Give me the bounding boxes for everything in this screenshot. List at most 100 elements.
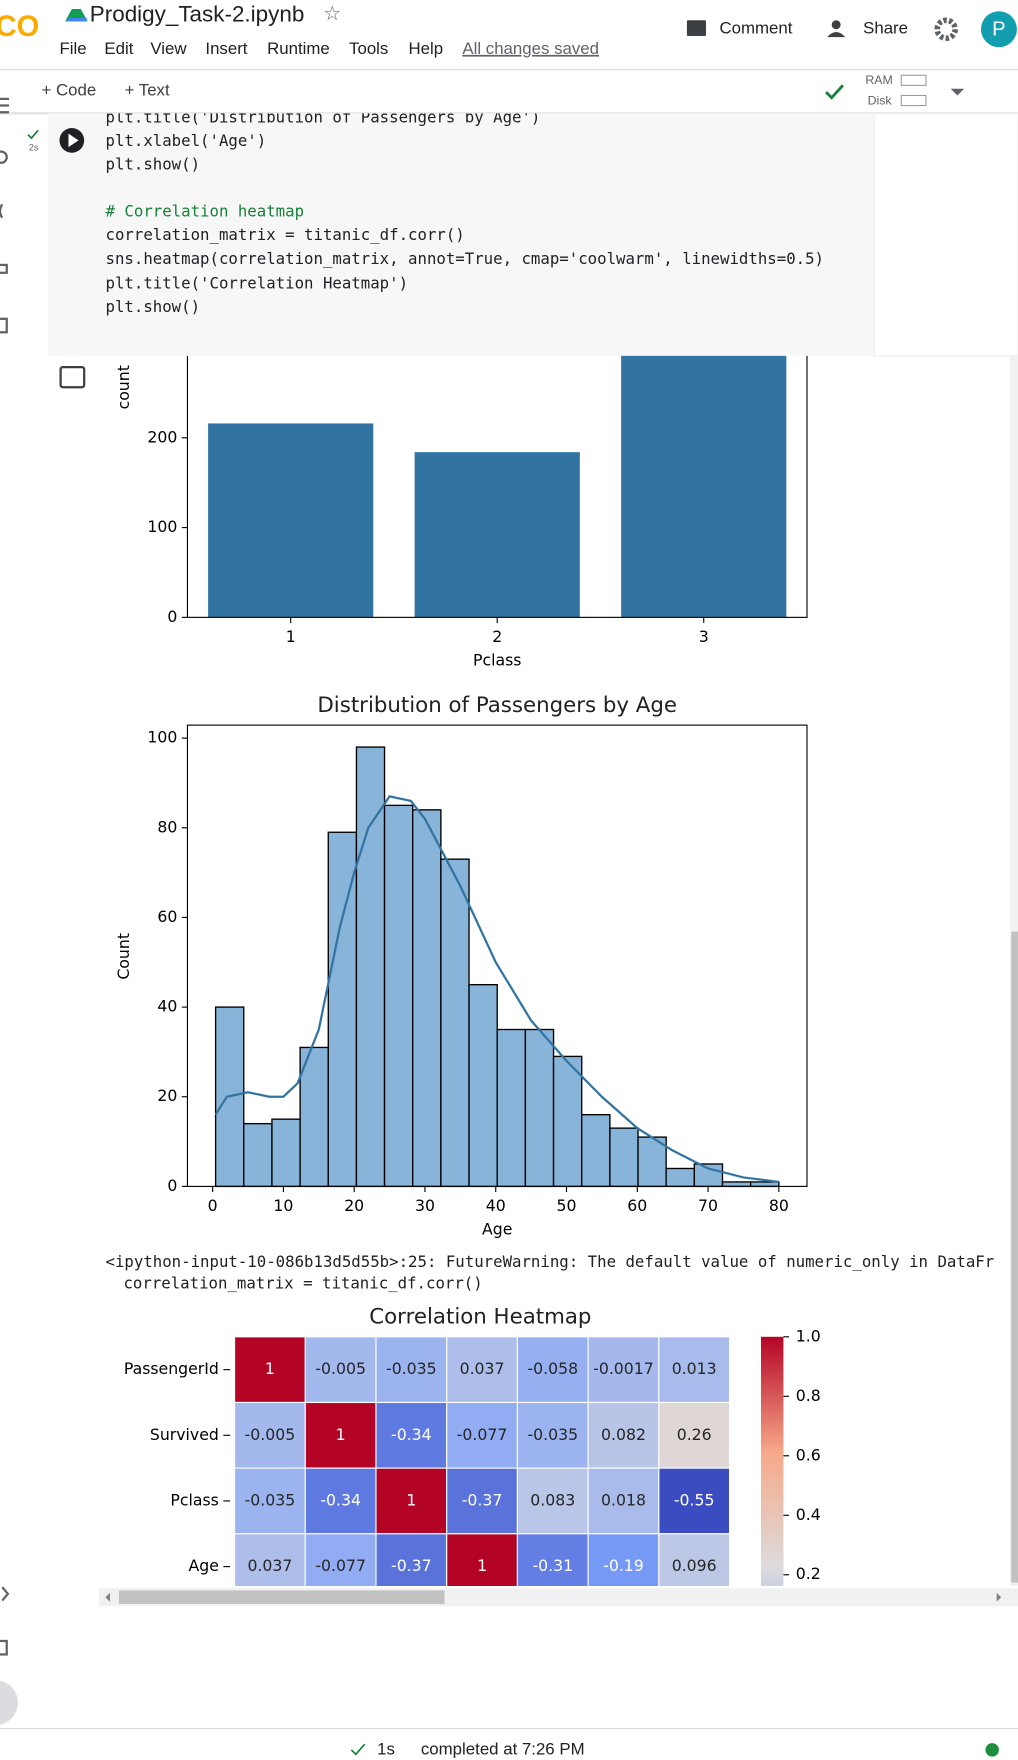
y-tick-label: 40: [157, 997, 177, 1016]
share-button[interactable]: Share: [863, 19, 908, 38]
cell-annotation: 0.26: [677, 1425, 712, 1444]
heatmap: Correlation Heatmap PassengerId 1 -0.005 -0.…: [124, 1305, 821, 1586]
notebook-title[interactable]: Prodigy_Task-2.ipynb: [90, 2, 305, 27]
row-label: PassengerId: [124, 1359, 219, 1378]
comment-button[interactable]: Comment: [719, 19, 792, 38]
y-tick-label: 0: [167, 607, 177, 626]
x-tick-label: 70: [698, 1196, 718, 1215]
star-icon[interactable]: ☆: [323, 3, 341, 25]
code-line: sns.heatmap(correlation_matrix, annot=Tr…: [106, 249, 825, 268]
histogram-bar: [271, 1118, 301, 1188]
x-axis-label: Age: [482, 1220, 512, 1239]
x-tick-label: 60: [627, 1196, 647, 1215]
terminal-icon[interactable]: [1, 1586, 10, 1602]
variables-icon[interactable]: [0, 203, 4, 219]
y-tick-label: 100: [147, 728, 177, 747]
menu-item[interactable]: Tools: [349, 39, 388, 58]
heatmap-cell: [446, 1401, 518, 1469]
cell-annotation: 0.037: [247, 1556, 292, 1575]
code-line: plt.show(): [106, 297, 201, 316]
row-label: Age: [188, 1556, 218, 1575]
cell-annotation: 0.083: [530, 1490, 575, 1509]
colorbar-tick-label: 1.0: [796, 1326, 821, 1345]
share-icon[interactable]: [831, 20, 841, 30]
heatmap-cell: [516, 1401, 589, 1469]
search-icon[interactable]: [0, 150, 8, 164]
heatmap-cell: [587, 1467, 660, 1535]
code-line: # Correlation heatmap: [106, 202, 305, 221]
avatar-letter: P: [992, 19, 1005, 41]
add-code[interactable]: + Code: [42, 80, 97, 99]
x-axis-label: Pclass: [473, 651, 521, 670]
settings-icon[interactable]: [934, 17, 958, 42]
colorbar-tick-label: 0.6: [796, 1445, 821, 1464]
cell-annotation: 0.037: [460, 1359, 505, 1378]
heatmap-cell: [658, 1533, 731, 1586]
cell-annotation: 0.013: [672, 1359, 717, 1378]
menu-item[interactable]: Insert: [205, 39, 247, 58]
menu-item[interactable]: Edit: [104, 39, 133, 58]
menu-item[interactable]: File: [59, 39, 86, 58]
avatar[interactable]: [980, 11, 1017, 48]
runtime-dropdown[interactable]: [950, 88, 965, 96]
y-tick-label: 100: [147, 517, 177, 536]
cell-annotation: -0.19: [603, 1556, 644, 1575]
y-tick-label: 20: [157, 1086, 177, 1105]
run-triangle: [68, 133, 79, 148]
x-tick-label: 10: [273, 1196, 293, 1215]
histogram-bar: [440, 858, 470, 1188]
warning-line: correlation_matrix = titanic_df.corr(): [123, 1274, 482, 1293]
x-tick-label: 20: [344, 1196, 364, 1215]
y-tick-label: 60: [157, 907, 177, 926]
files-icon[interactable]: [0, 317, 8, 334]
histogram-bar: [383, 804, 414, 1188]
cell-annotation: -0.035: [245, 1490, 296, 1509]
cell-annotation: -0.31: [532, 1556, 573, 1575]
menu-item[interactable]: View: [150, 39, 187, 58]
x-tick-label: 50: [557, 1196, 577, 1215]
x-tick-label: 40: [486, 1196, 506, 1215]
heatmap-cell: [587, 1336, 660, 1404]
histogram-bar: [693, 1163, 724, 1188]
y-axis-label: Count: [114, 933, 133, 980]
axes-frame: [186, 355, 808, 618]
code-cell[interactable]: [48, 113, 875, 356]
colorbar-tick-label: 0.2: [796, 1564, 821, 1583]
colorbar: [760, 1336, 784, 1586]
h-scroll-thumb[interactable]: [118, 1590, 445, 1604]
y-tick-label: 200: [147, 427, 177, 446]
save-status[interactable]: All changes saved: [462, 39, 599, 58]
cell-annotation: 0.018: [601, 1490, 646, 1509]
add-text[interactable]: + Text: [125, 80, 170, 99]
menu-item[interactable]: Help: [409, 39, 444, 58]
output-icon[interactable]: [59, 365, 86, 389]
code-line: correlation_matrix = titanic_df.corr(): [106, 225, 465, 244]
heatmap-cell: [587, 1401, 660, 1469]
histogram-bar: [609, 1127, 639, 1188]
menu-icon[interactable]: [0, 97, 9, 114]
heatmap-cell: [658, 1401, 731, 1469]
cell-annotation: -0.34: [320, 1490, 361, 1509]
cell-annotation: -0.0017: [593, 1359, 654, 1378]
cell-annotation: -0.035: [386, 1359, 437, 1378]
cell-annotation: 1: [406, 1490, 416, 1509]
cell-annotation: -0.077: [457, 1425, 508, 1444]
cell-annotation: -0.34: [391, 1425, 432, 1444]
connected-check: [825, 84, 844, 100]
cell-annotation: -0.005: [315, 1359, 366, 1378]
bar: [208, 423, 374, 618]
histogram-bar: [355, 746, 386, 1188]
v-scroll-thumb[interactable]: [1011, 931, 1018, 1583]
heatmap-cell: [234, 1533, 306, 1586]
comment-icon[interactable]: [686, 20, 706, 36]
histogram-bar: [412, 809, 442, 1188]
logo[interactable]: CO: [0, 11, 39, 43]
secrets-icon[interactable]: [0, 263, 8, 274]
code-line: plt.show(): [106, 155, 201, 174]
snippets-icon[interactable]: [0, 1639, 8, 1656]
status-dot: [985, 1743, 999, 1757]
heatmap-cell: [516, 1533, 589, 1586]
console-icon[interactable]: [0, 1680, 18, 1725]
menu-item[interactable]: Runtime: [267, 39, 330, 58]
colorbar-tick-label: 0.4: [796, 1505, 821, 1524]
